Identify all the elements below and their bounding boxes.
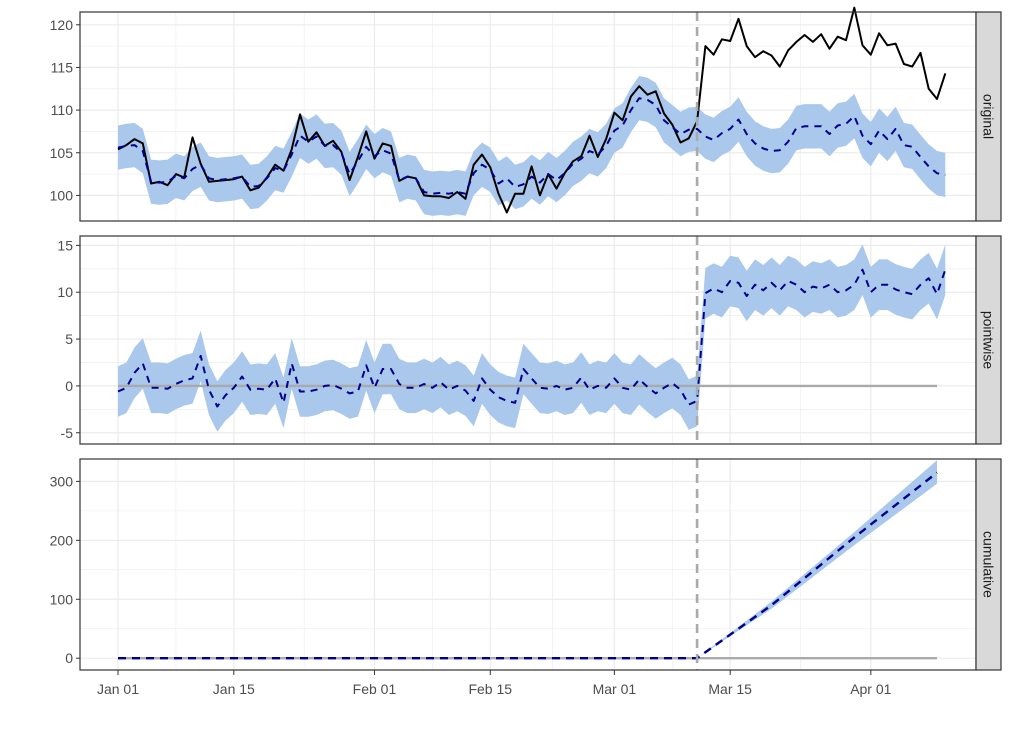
y-tick-label: 120	[50, 17, 74, 33]
panel-background	[80, 459, 976, 670]
y-tick-label: 300	[50, 473, 74, 489]
y-tick-label: 0	[65, 650, 73, 666]
series-predicted	[117, 97, 946, 195]
y-tick-label: 10	[57, 284, 73, 300]
x-tick-label: Feb 01	[353, 681, 397, 697]
panels: 100 105 110 115 120 original -5 0 5 10 15 pointwise…	[50, 6, 1002, 671]
y-tick-label: 200	[50, 532, 74, 548]
y-tick-label: 110	[51, 102, 74, 118]
x-tick-label: Apr 01	[850, 681, 891, 697]
y-tick-label: 0	[65, 378, 73, 394]
series-actual	[117, 6, 947, 214]
x-tick-label: Jan 15	[213, 681, 255, 697]
facet-strip	[975, 11, 1002, 222]
panel-pointwise: -5 0 5 10 15 pointwise	[57, 235, 1002, 445]
x-tick-label: Mar 01	[593, 681, 637, 697]
panel-original: 100 105 110 115 120 original	[50, 6, 1002, 222]
y-tick-label: 100	[50, 187, 74, 203]
facet-strip-label: pointwise	[981, 311, 997, 370]
x-axis: Jan 01 Jan 15 Feb 01 Feb 15 Mar 01 Mar 15 Apr …	[97, 670, 892, 697]
facet-strip-label: original	[981, 94, 997, 139]
facet-strip	[975, 235, 1002, 445]
x-tick-label: Jan 01	[97, 681, 139, 697]
y-tick-label: -5	[61, 425, 74, 441]
facet-strip	[975, 458, 1002, 671]
facet-strip-label: cumulative	[981, 531, 997, 598]
x-tick-label: Mar 15	[708, 681, 752, 697]
y-tick-label: 5	[65, 331, 73, 347]
y-tick-label: 100	[50, 591, 74, 607]
y-tick-label: 15	[57, 237, 73, 253]
y-tick-label: 115	[51, 59, 74, 75]
confidence-band	[118, 76, 946, 216]
x-tick-label: Feb 15	[468, 681, 512, 697]
y-tick-label: 105	[50, 145, 74, 161]
series-predicted	[118, 471, 938, 660]
panel-cumulative: 0 100 200 300 cumulative	[50, 458, 1002, 671]
